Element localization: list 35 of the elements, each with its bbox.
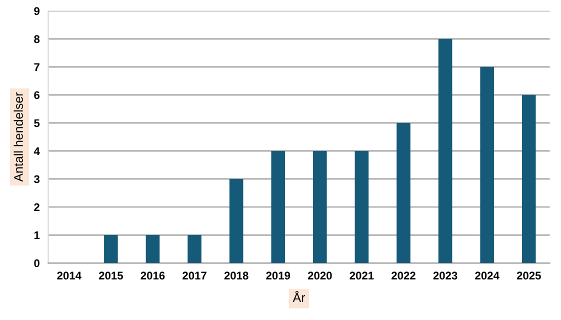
x-tick-label: 2020 (308, 272, 332, 280)
y-tick-label: 6 (34, 91, 40, 100)
x-tick-label: 2022 (392, 272, 416, 280)
y-tick-label: 2 (34, 203, 40, 212)
y-tick-label: 9 (34, 7, 40, 16)
y-tick-label: 3 (34, 175, 40, 184)
y-tick-label: 8 (34, 35, 40, 44)
bar (104, 235, 118, 264)
y-axis-title: Antall hendelser (14, 92, 23, 182)
bar (396, 122, 410, 264)
x-tick-label: 2016 (140, 272, 165, 280)
bar (271, 150, 286, 264)
bar (229, 178, 244, 264)
bar (313, 150, 327, 264)
y-tick-label: 4 (34, 147, 40, 155)
y-tick-label: 5 (34, 119, 40, 128)
x-tick-label: 2021 (350, 272, 374, 280)
bar (188, 235, 202, 264)
bar (146, 235, 160, 264)
x-tick-label: 2017 (182, 272, 206, 280)
x-tick-label: 2019 (266, 272, 290, 280)
x-tick-label: 2015 (98, 272, 123, 280)
x-tick-label: 2014 (57, 272, 82, 280)
x-tick-label: 2025 (516, 272, 541, 280)
bar (480, 66, 494, 264)
y-tick-label: 7 (34, 63, 40, 71)
bar (438, 38, 452, 264)
bar (354, 150, 369, 264)
y-tick-label: 0 (34, 259, 40, 268)
x-axis-title: År (292, 290, 306, 302)
x-tick-label: 2018 (224, 272, 248, 280)
bar (522, 94, 536, 264)
x-tick-label: 2023 (433, 272, 458, 280)
x-tick-label: 2024 (475, 272, 500, 280)
y-tick-label: 1 (34, 231, 40, 240)
